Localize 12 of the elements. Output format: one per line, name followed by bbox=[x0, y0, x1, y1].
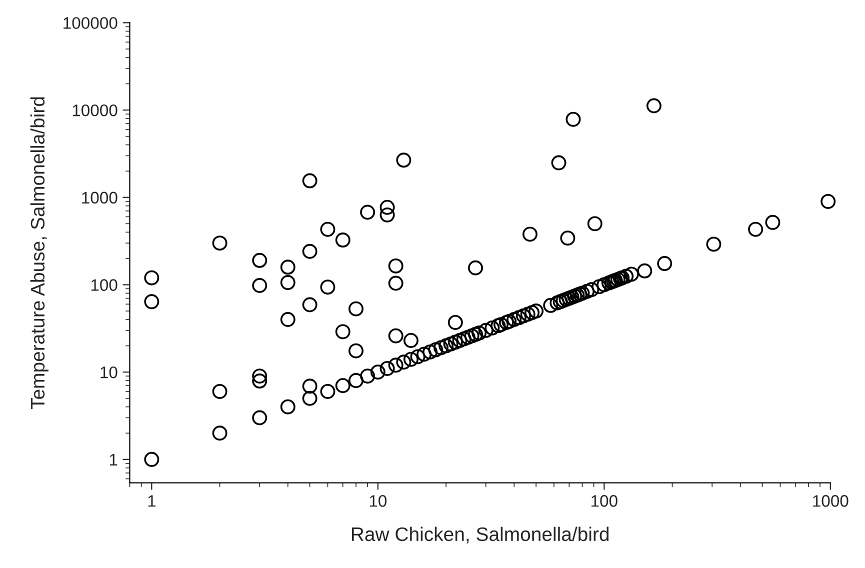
x-tick-label: 10 bbox=[370, 495, 387, 507]
y-tick-label: 1 bbox=[110, 454, 118, 466]
y-tick-label: 10000 bbox=[72, 104, 118, 116]
y-tick-label: 10 bbox=[100, 366, 118, 378]
x-tick-label: 100 bbox=[592, 495, 618, 507]
y-tick-label: 1000 bbox=[82, 192, 118, 204]
y-axis-title: Temperature Abuse, Salmonella/bird bbox=[30, 97, 48, 410]
x-tick-label: 1000 bbox=[813, 495, 848, 507]
x-tick-label: 1 bbox=[148, 495, 156, 507]
y-tick-label: 100000 bbox=[64, 17, 118, 29]
x-axis-title: Raw Chicken, Salmonella/bird bbox=[352, 526, 609, 544]
y-tick-label: 100 bbox=[91, 279, 118, 291]
